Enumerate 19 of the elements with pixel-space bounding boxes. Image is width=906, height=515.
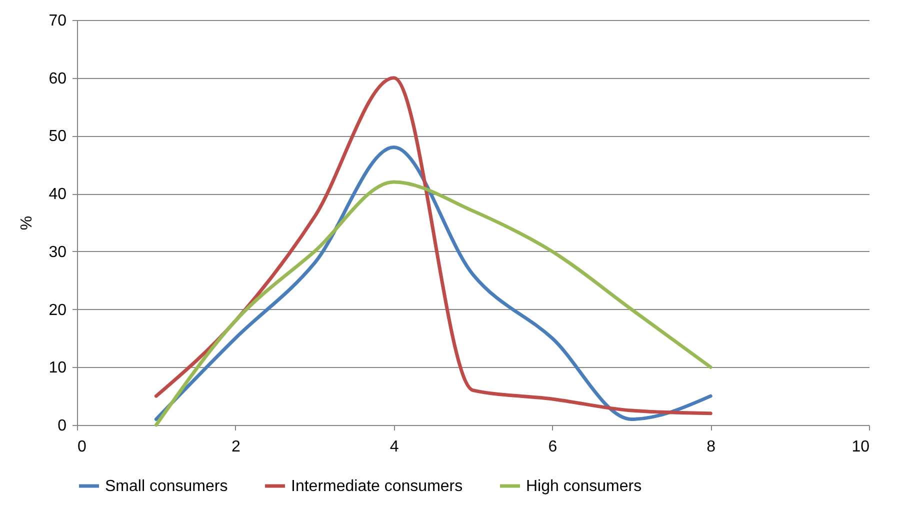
y-tick-label: 40 xyxy=(48,186,67,204)
y-tick-label: 30 xyxy=(48,244,67,261)
legend-label: High consumers xyxy=(526,478,642,495)
y-tick-label: 70 xyxy=(48,12,67,30)
x-tick-label: 4 xyxy=(390,438,399,456)
x-tick-label: 10 xyxy=(852,438,870,456)
x-tick-label: 2 xyxy=(231,438,240,456)
legend-label: Intermediate consumers xyxy=(291,478,463,495)
line-series xyxy=(154,76,712,416)
legend-label: Small consumers xyxy=(105,478,228,495)
y-tick-label: 10 xyxy=(48,360,67,377)
y-tick-label: 60 xyxy=(48,70,67,88)
x-tick-label: 0 xyxy=(78,438,86,456)
x-tick-label: 6 xyxy=(548,438,558,456)
x-tick-label: 8 xyxy=(706,438,716,456)
y-tick-label: 50 xyxy=(48,128,67,146)
y-axis-title: % xyxy=(18,216,36,230)
y-tick-label: 20 xyxy=(48,302,67,319)
y-tick-label: 0 xyxy=(58,418,67,434)
